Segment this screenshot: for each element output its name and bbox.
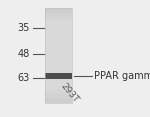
Bar (45, 78, 72, 79)
Bar (45, 86, 72, 87)
Bar (45, 52, 72, 54)
Bar (45, 32, 72, 33)
Bar (45, 49, 72, 51)
Bar (45, 13, 72, 15)
Bar (45, 18, 72, 19)
Bar (45, 54, 72, 56)
Bar (45, 51, 72, 52)
Bar (45, 56, 72, 57)
Bar (45, 100, 72, 101)
Bar (45, 48, 72, 49)
Bar (45, 63, 72, 65)
Bar (45, 89, 72, 90)
Bar (45, 37, 72, 38)
Bar (45, 65, 72, 67)
Bar (45, 79, 72, 81)
Bar (45, 62, 72, 63)
Bar (45, 35, 72, 37)
Bar (45, 15, 72, 16)
Bar (45, 76, 72, 78)
Bar (45, 27, 72, 29)
Bar (45, 43, 72, 44)
Bar (45, 90, 72, 92)
Bar (45, 57, 72, 59)
Bar (45, 71, 72, 73)
Text: 35: 35 (18, 23, 30, 33)
Bar (45, 95, 72, 97)
Bar (45, 8, 72, 10)
Bar (45, 68, 72, 70)
Bar (45, 44, 72, 46)
Bar (45, 16, 72, 18)
Bar (45, 30, 72, 32)
Bar (45, 87, 72, 89)
Bar (45, 93, 72, 95)
Bar (45, 40, 72, 41)
Bar (45, 11, 72, 13)
Bar (45, 73, 72, 75)
Text: PPAR gamma: PPAR gamma (94, 71, 150, 81)
Bar (45, 33, 72, 35)
Bar (45, 67, 72, 68)
Bar (45, 101, 72, 103)
Bar (45, 97, 72, 98)
Text: 63: 63 (18, 73, 30, 83)
Bar (45, 70, 72, 71)
Bar (45, 84, 72, 86)
Text: 293T: 293T (58, 81, 80, 104)
Bar (45, 10, 72, 11)
Bar (45, 21, 72, 22)
Bar (45, 19, 72, 21)
Bar (45, 75, 72, 76)
Bar (45, 24, 72, 26)
Bar (45, 46, 72, 48)
Bar (45, 29, 72, 30)
Text: 48: 48 (18, 49, 30, 59)
Bar (45, 8, 72, 103)
Bar (45, 81, 72, 82)
Bar (45, 22, 72, 24)
Bar (45, 59, 72, 60)
Bar (45, 82, 72, 84)
Bar (45, 26, 72, 27)
Bar (45, 98, 72, 100)
Bar (45, 60, 72, 62)
Bar (45, 92, 72, 93)
Bar (45, 38, 72, 40)
Bar (45, 41, 72, 43)
